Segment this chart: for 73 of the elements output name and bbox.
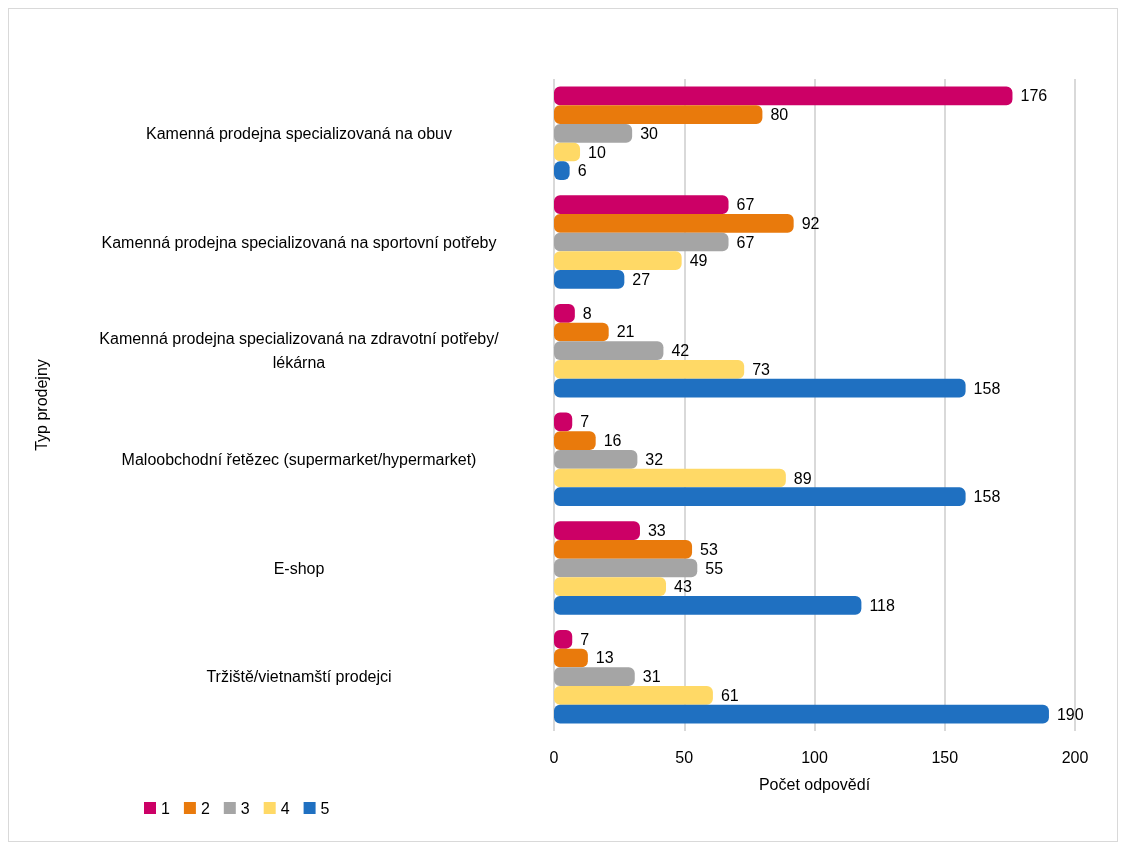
bar bbox=[554, 251, 682, 271]
bar bbox=[554, 195, 729, 214]
data-label: 32 bbox=[645, 450, 664, 468]
data-label: 158 bbox=[973, 379, 1001, 397]
data-label: 61 bbox=[720, 686, 739, 704]
legend-label: 1 bbox=[161, 799, 170, 817]
data-label: 67 bbox=[736, 196, 755, 214]
bar bbox=[554, 378, 966, 398]
data-label: 176 bbox=[1020, 87, 1048, 105]
x-tick-label: 0 bbox=[549, 748, 559, 766]
bar bbox=[554, 123, 633, 143]
y-tick-label: Maloobchodní řetězec (supermarket/hypermarket) bbox=[121, 450, 477, 468]
data-label: 73 bbox=[752, 360, 771, 378]
data-label: 55 bbox=[705, 559, 724, 577]
data-label: 31 bbox=[642, 668, 661, 686]
data-label: 8 bbox=[582, 304, 592, 322]
legend-label: 4 bbox=[280, 799, 290, 817]
bar bbox=[554, 431, 596, 450]
y-tick-label: E-shop bbox=[273, 559, 325, 577]
bar bbox=[554, 704, 1049, 724]
y-tick-label: Tržiště/vietnamští prodejci bbox=[206, 668, 392, 686]
bar bbox=[554, 105, 763, 124]
x-tick-label: 150 bbox=[931, 748, 959, 766]
bar bbox=[554, 449, 638, 469]
bar bbox=[554, 648, 588, 668]
bar bbox=[554, 596, 862, 615]
bar bbox=[554, 487, 966, 507]
data-label: 53 bbox=[700, 540, 718, 558]
bar bbox=[554, 213, 794, 233]
bar bbox=[554, 558, 698, 578]
bar bbox=[554, 232, 729, 252]
bar bbox=[554, 86, 1013, 106]
bar bbox=[554, 360, 745, 379]
data-label: 42 bbox=[671, 342, 690, 360]
x-axis-title: Počet odpovědí bbox=[758, 775, 871, 793]
data-label: 10 bbox=[588, 143, 606, 161]
bar bbox=[554, 667, 635, 687]
data-label: 7 bbox=[580, 413, 590, 431]
legend-label: 3 bbox=[240, 799, 250, 817]
data-label: 7 bbox=[580, 630, 590, 648]
data-label: 16 bbox=[603, 432, 622, 450]
x-tick-label: 50 bbox=[675, 748, 694, 766]
bar bbox=[554, 686, 713, 705]
bar bbox=[554, 322, 609, 342]
data-label: 49 bbox=[689, 252, 708, 270]
bar bbox=[554, 521, 640, 540]
data-label: 118 bbox=[869, 596, 895, 614]
data-label: 89 bbox=[793, 469, 812, 487]
bar bbox=[554, 341, 664, 361]
legend-label: 2 bbox=[200, 799, 210, 817]
data-label: 92 bbox=[801, 214, 820, 232]
data-label: 33 bbox=[647, 522, 666, 540]
data-label: 30 bbox=[640, 124, 659, 142]
data-label: 13 bbox=[595, 649, 614, 667]
y-axis-title: Typ prodejny bbox=[32, 359, 50, 451]
data-label: 27 bbox=[632, 270, 651, 288]
y-tick-label: Kamenná prodejna specializovaná na zdravotní potřeby/lékárna bbox=[99, 330, 500, 372]
legend-label: 5 bbox=[320, 799, 330, 817]
data-label: 67 bbox=[736, 233, 755, 251]
data-label: 6 bbox=[577, 162, 587, 180]
x-tick-label: 100 bbox=[801, 748, 828, 766]
bar bbox=[554, 577, 667, 597]
data-label: 21 bbox=[616, 323, 635, 341]
data-label: 158 bbox=[973, 488, 1001, 506]
bar bbox=[554, 468, 786, 488]
y-tick-label: Kamenná prodejna specializovaná na sportovní potřeby bbox=[101, 233, 497, 251]
data-label: 80 bbox=[770, 106, 789, 124]
y-tick-label: Kamenná prodejna specializovaná na obuv bbox=[146, 124, 452, 142]
data-label: 190 bbox=[1056, 705, 1084, 723]
bar bbox=[554, 539, 693, 559]
data-label: 43 bbox=[674, 578, 692, 596]
bar bbox=[554, 270, 625, 289]
x-tick-label: 200 bbox=[1061, 748, 1089, 766]
